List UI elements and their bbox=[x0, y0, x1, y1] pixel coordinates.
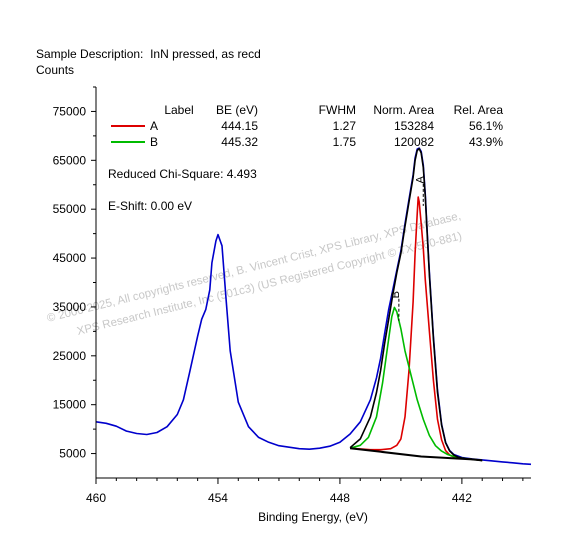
watermark-line-1: © 2000-2025, All copyrights reserved, B.… bbox=[46, 210, 462, 325]
x-tick-label: 442 bbox=[452, 491, 472, 505]
chi-square-text: Reduced Chi-Square: 4.493 bbox=[108, 167, 257, 181]
sample-description-label: Sample Description: bbox=[36, 47, 144, 61]
watermark: © 2000-2025, All copyrights reserved, B.… bbox=[46, 210, 464, 338]
row-b-area: 120082 bbox=[394, 135, 434, 149]
y-tick-label: 25000 bbox=[53, 349, 87, 363]
y-tick-label: 55000 bbox=[53, 202, 87, 216]
row-a-fwhm: 1.27 bbox=[333, 119, 357, 133]
plot-axes: 5000 15000 25000 35000 45000 55000 65000 75000 4… bbox=[53, 86, 531, 505]
sample-description-value: InN pressed, as recd bbox=[150, 47, 261, 61]
y-tick-label: 5000 bbox=[59, 447, 86, 461]
peak-label-b: B bbox=[390, 291, 402, 298]
row-b-be: 445.32 bbox=[221, 135, 258, 149]
x-tick-label: 454 bbox=[208, 491, 228, 505]
col-header-area: Norm. Area bbox=[373, 103, 434, 117]
row-a-area: 153284 bbox=[394, 119, 434, 133]
y-tick-label: 15000 bbox=[53, 398, 87, 412]
peak-labels: AB bbox=[390, 176, 426, 321]
x-tick-label: 460 bbox=[86, 491, 106, 505]
row-a-rel: 56.1% bbox=[469, 119, 503, 133]
row-a-be: 444.15 bbox=[221, 119, 258, 133]
peak-label-a: A bbox=[414, 176, 426, 184]
y-tick-label: 45000 bbox=[53, 251, 87, 265]
col-header-be: BE (eV) bbox=[216, 103, 258, 117]
row-b-rel: 43.9% bbox=[469, 135, 503, 149]
y-tick-label: 75000 bbox=[53, 104, 87, 118]
y-tick-label: 35000 bbox=[53, 300, 87, 314]
row-b-label: B bbox=[150, 135, 158, 149]
series-envelope-line bbox=[349, 147, 483, 462]
legend-table: Label BE (eV) FWHM Norm. Area Rel. Area … bbox=[108, 103, 503, 213]
sample-description: Sample Description: InN pressed, as recd bbox=[36, 47, 261, 61]
x-tick-label: 448 bbox=[330, 491, 350, 505]
y-axis-title: Counts bbox=[36, 63, 75, 77]
col-header-fwhm: FWHM bbox=[319, 103, 356, 117]
row-b-fwhm: 1.75 bbox=[333, 135, 357, 149]
col-header-rel: Rel. Area bbox=[454, 103, 504, 117]
plot-curves bbox=[95, 147, 532, 466]
series-b-line bbox=[349, 306, 483, 462]
row-a-label: A bbox=[150, 119, 158, 133]
y-tick-label: 65000 bbox=[53, 153, 87, 167]
col-header-label: Label bbox=[164, 103, 193, 117]
watermark-line-2: XPS Research Institute, Inc (501c3) (US … bbox=[76, 230, 464, 338]
x-axis-title: Binding Energy, (eV) bbox=[258, 510, 368, 524]
e-shift-text: E-Shift: 0.00 eV bbox=[108, 199, 192, 213]
